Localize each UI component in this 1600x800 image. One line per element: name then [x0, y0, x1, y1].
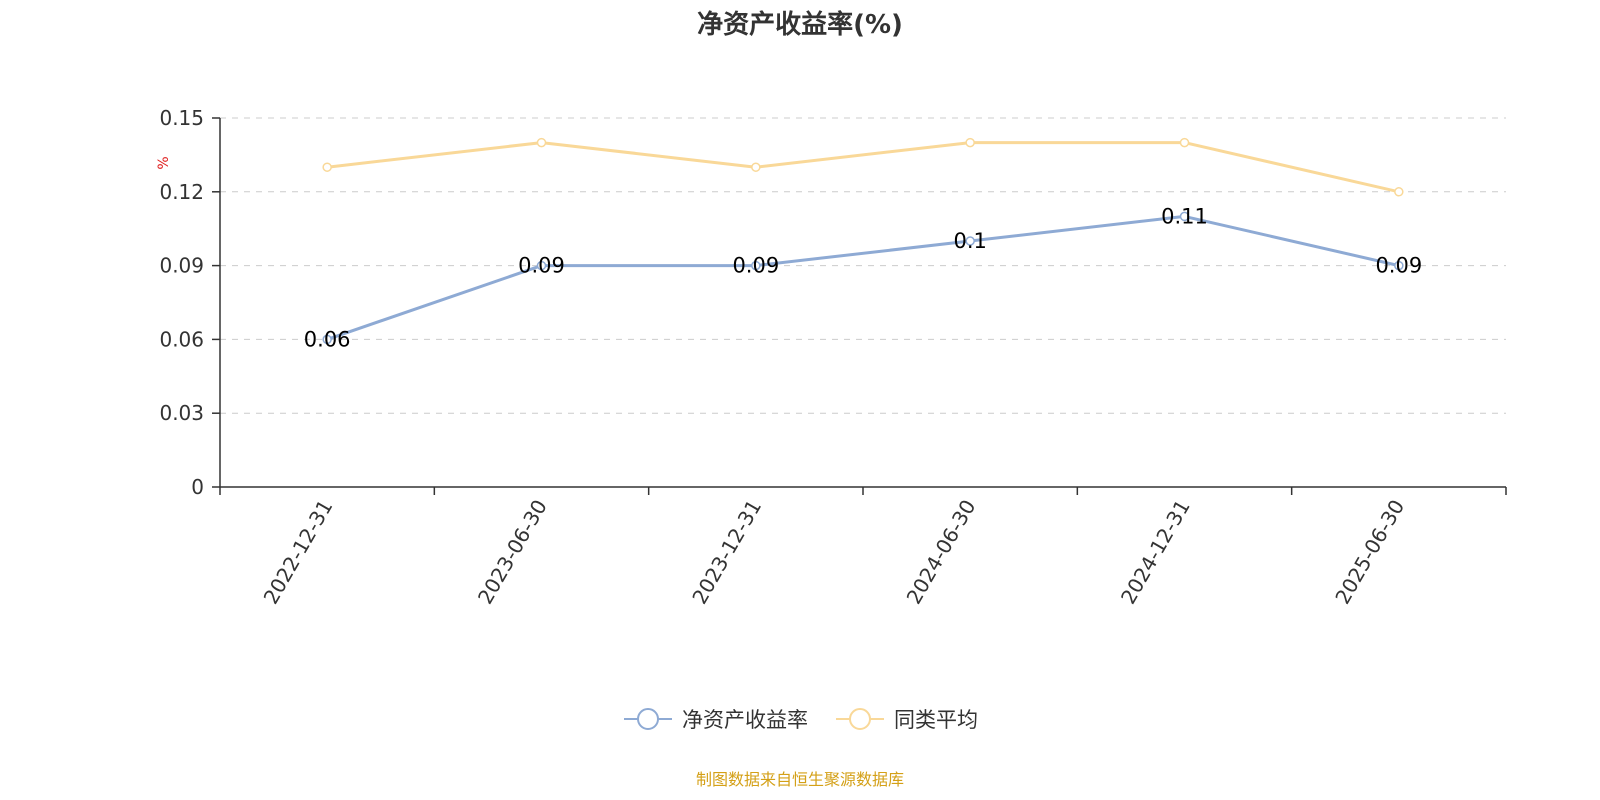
series-layer [322, 137, 1404, 345]
x-tick-label: 2023-06-30 [473, 496, 552, 609]
data-point[interactable] [1394, 187, 1404, 197]
legend-label-roe: 净资产收益率 [682, 708, 808, 732]
series-line-1 [326, 141, 1400, 194]
source-note: 制图数据来自恒生聚源数据库 [695, 770, 904, 789]
y-tick-label: 0 [191, 475, 204, 499]
y-tick-label: 0.09 [159, 254, 204, 278]
data-point[interactable] [322, 334, 332, 345]
axis-layer: 0 0.03 0.06 0.09 0.12 0.15 2022-12-31 2023-06-3… [159, 106, 1507, 609]
x-tick-label: 2025-06-30 [1330, 496, 1409, 609]
y-tick-label: 0.15 [159, 106, 204, 130]
series-line-0 [326, 214, 1400, 341]
data-point[interactable] [965, 236, 975, 246]
x-tick-label: 2023-12-31 [687, 496, 766, 609]
data-point[interactable] [751, 260, 761, 271]
data-label: 0.11 [1161, 204, 1208, 228]
data-point[interactable] [1394, 260, 1404, 271]
data-point[interactable] [322, 162, 332, 172]
y-tick-label: 0.06 [159, 327, 204, 351]
x-tick-label: 2022-12-31 [259, 496, 338, 609]
grid-layer [220, 117, 1506, 414]
y-tick-label: 0.03 [159, 401, 204, 425]
data-label: 0.09 [732, 254, 779, 278]
legend: 净资产收益率 同类平均 [0, 704, 1600, 734]
data-label: 0.06 [304, 327, 351, 351]
legend-marker-roe-icon [624, 708, 672, 730]
data-point[interactable] [1179, 211, 1190, 222]
legend-item-peer-average[interactable]: 同类平均 [834, 704, 978, 734]
y-tick-label: 0.12 [159, 180, 204, 204]
data-point[interactable] [965, 137, 975, 148]
legend-item-roe[interactable]: 净资产收益率 [622, 704, 808, 734]
legend-marker-peer-average-icon [836, 708, 884, 730]
legend-label-peer-average: 同类平均 [894, 708, 978, 732]
y-axis-label: % [156, 156, 172, 169]
data-point[interactable] [1179, 137, 1190, 148]
data-point[interactable] [751, 162, 761, 172]
chart-title: 净资产收益率(%) [697, 10, 903, 40]
x-tick-label: 2024-12-31 [1116, 496, 1195, 609]
x-tick-label: 2024-06-30 [902, 496, 981, 609]
data-label: 0.1 [953, 229, 986, 253]
label-layer: 0.06 0.09 0.09 0.1 0.11 0.09 [304, 204, 1422, 351]
data-label: 0.09 [518, 254, 565, 278]
data-point[interactable] [536, 260, 547, 271]
data-point[interactable] [536, 137, 547, 148]
data-label: 0.09 [1375, 254, 1422, 278]
